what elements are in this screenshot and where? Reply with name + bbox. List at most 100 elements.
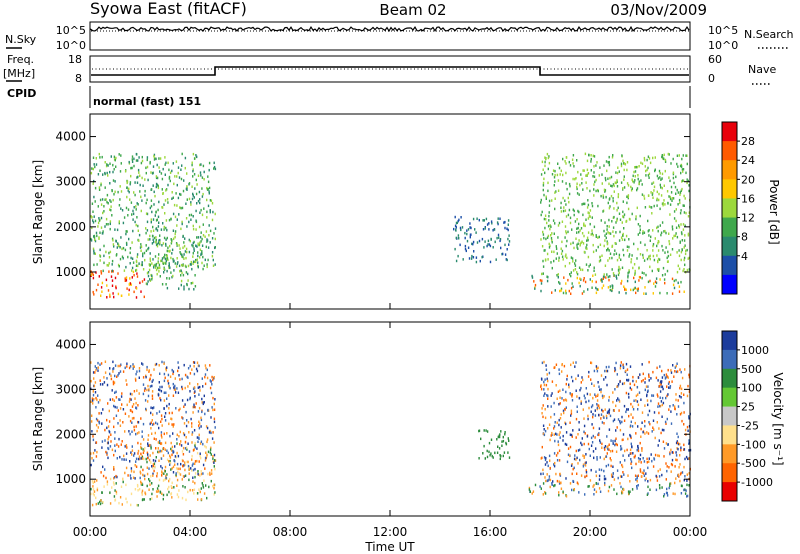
data-cell [214,227,217,230]
data-cell [672,404,674,407]
data-cell [652,229,654,232]
data-cell [111,398,114,401]
data-cell [199,198,201,201]
data-cell [570,286,573,290]
data-cell [94,449,96,452]
data-cell [612,391,614,394]
data-cell [210,199,213,202]
data-cell [131,417,134,420]
data-cell [564,225,567,228]
data-cell [104,360,107,363]
data-cell [160,457,163,460]
data-cell [157,215,160,219]
data-cell [139,281,141,285]
data-cell [640,427,642,431]
data-cell [593,269,595,272]
data-cell [615,242,617,245]
data-cell [132,229,134,233]
data-cell [163,391,165,394]
data-cell [164,253,166,257]
data-cell [191,197,194,201]
data-cell [544,226,546,230]
data-cell [200,252,202,256]
data-cell [624,459,626,462]
data-cell [646,158,648,162]
data-cell [137,421,140,424]
y-tick-label: 1000 [55,472,86,486]
data-cell [109,367,111,370]
data-cell [566,256,568,260]
data-cell [194,446,196,449]
data-cell [603,244,605,248]
data-cell [623,227,625,230]
data-cell [556,252,558,255]
data-cell [617,418,620,421]
data-cell [111,448,114,452]
data-cell [93,215,95,218]
data-cell [623,162,625,165]
data-cell [131,453,133,456]
data-cell [187,490,189,494]
data-cell [141,430,143,433]
data-cell [591,441,594,444]
data-cell [145,166,147,170]
data-cell [97,366,99,369]
data-cell [529,490,531,493]
data-cell [603,188,606,192]
data-cell [181,206,184,210]
data-cell [661,155,664,158]
data-cell [192,411,194,414]
data-cell [211,472,213,475]
data-cell [569,482,572,485]
data-cell [107,264,110,267]
data-cell [598,468,601,471]
data-cell [603,164,605,167]
data-cell [671,277,674,281]
data-cell [166,449,168,452]
data-cell [564,264,566,268]
data-cell [667,382,670,385]
data-cell [670,369,672,372]
data-cell [471,254,473,258]
data-cell [649,257,651,261]
data-cell [109,182,111,185]
data-cell [133,157,135,161]
data-cell [677,281,679,285]
data-cell [102,173,104,176]
data-cell [496,451,499,454]
data-cell [645,292,647,295]
data-cell [688,211,690,214]
data-cell [679,384,682,388]
data-cell [681,157,683,161]
data-cell [98,412,100,415]
data-cell [508,456,511,459]
data-cell [95,396,97,400]
data-cell [209,473,211,476]
data-cell [162,192,164,195]
data-cell [583,456,585,459]
data-cell [135,379,137,382]
data-cell [662,387,664,391]
data-cell [187,460,189,464]
data-cell [171,423,173,426]
data-cell [597,404,599,407]
data-cell [558,166,561,170]
data-cell [499,457,501,461]
data-cell [117,364,119,368]
data-cell [624,288,626,291]
data-cell [497,445,499,448]
data-cell [155,362,158,366]
data-cell [652,394,655,397]
data-cell [688,484,690,487]
data-cell [647,385,649,388]
data-cell [661,274,664,277]
data-cell [676,251,678,254]
data-cell [130,256,132,260]
data-cell [680,448,682,452]
data-cell [114,437,116,440]
data-cell [675,175,677,179]
data-cell [134,464,136,467]
data-cell [185,424,188,428]
data-cell [158,478,161,482]
